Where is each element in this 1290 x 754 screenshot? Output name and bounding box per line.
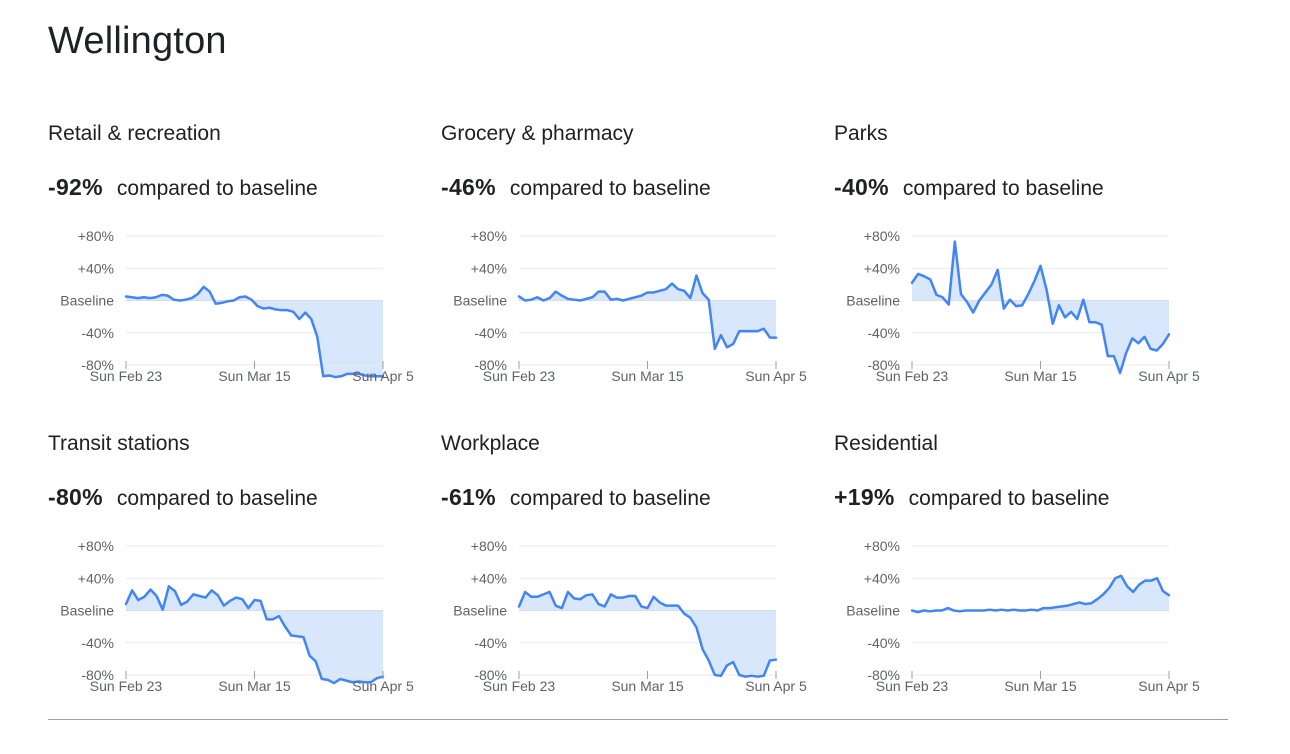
- mobility-chart: +80% +40% Baseline -40% -80%Sun Feb 23 Sun Ma…: [453, 228, 807, 384]
- y-tick-label-80: +80%: [78, 538, 114, 554]
- y-tick-label-40: +40%: [864, 260, 900, 276]
- baseline-deviation-area: [519, 591, 776, 677]
- y-tick-label-baseline: Baseline: [846, 293, 900, 309]
- y-tick-label-40: -40%: [81, 635, 114, 651]
- y-tick-label-40: -40%: [474, 325, 507, 341]
- y-tick-label-80: +80%: [864, 538, 900, 554]
- baseline-deviation-area: [912, 241, 1169, 374]
- x-tick-label-sun-mar-15: Sun Mar 15: [611, 368, 684, 384]
- y-tick-label-80: +80%: [78, 228, 114, 244]
- x-tick-label-sun-mar-15: Sun Mar 15: [218, 678, 291, 694]
- x-tick-label-sun-feb-23: Sun Feb 23: [876, 368, 949, 384]
- y-tick-label-80: +80%: [471, 228, 507, 244]
- series-line: [910, 240, 1171, 375]
- chart-panel-grocery-pharmacy: Grocery & pharmacy -46% compared to basel…: [441, 120, 821, 400]
- x-tick-label-sun-feb-23: Sun Feb 23: [483, 368, 556, 384]
- chart-summary: -80% compared to baseline: [48, 482, 318, 514]
- chart-title: Parks: [834, 122, 888, 145]
- y-tick-label-baseline: Baseline: [60, 293, 114, 309]
- mobility-chart: +80% +40% Baseline -40% -80%Sun Feb 23 Sun Ma…: [60, 538, 414, 694]
- y-tick-label-40: -40%: [81, 325, 114, 341]
- baseline-deviation-area: [519, 275, 776, 349]
- chart-title: Transit stations: [48, 432, 190, 455]
- y-tick-label-80: -80%: [867, 667, 900, 683]
- x-tick-label-sun-apr-5: Sun Apr 5: [352, 678, 414, 694]
- mobility-chart: +80% +40% Baseline -40% -80%Sun Feb 23 Sun Ma…: [453, 538, 807, 694]
- chart-summary: -46% compared to baseline: [441, 172, 711, 204]
- summary-percent: +19%: [834, 484, 895, 510]
- chart-panel-parks: Parks -40% compared to baseline +80% +40% B…: [834, 120, 1214, 400]
- x-tick-label-sun-apr-5: Sun Apr 5: [1138, 678, 1200, 694]
- series-line: [517, 274, 778, 351]
- y-tick-label-baseline: Baseline: [453, 293, 507, 309]
- summary-percent: -92%: [48, 174, 103, 200]
- summary-text: compared to baseline: [902, 177, 1104, 200]
- summary-text: compared to baseline: [509, 177, 711, 200]
- series-line: [124, 585, 385, 685]
- x-tick-label-sun-mar-15: Sun Mar 15: [218, 368, 291, 384]
- x-tick-label-sun-feb-23: Sun Feb 23: [90, 678, 163, 694]
- x-tick-label-sun-feb-23: Sun Feb 23: [876, 678, 949, 694]
- summary-percent: -61%: [441, 484, 496, 510]
- summary-percent: -46%: [441, 174, 496, 200]
- baseline-deviation-area: [126, 286, 383, 378]
- y-tick-label-baseline: Baseline: [60, 603, 114, 619]
- y-tick-label-40: +40%: [78, 570, 114, 586]
- y-tick-label-80: +80%: [864, 228, 900, 244]
- chart-title: Residential: [834, 432, 938, 455]
- baseline-deviation-area: [912, 575, 1169, 613]
- page-title: Wellington: [48, 20, 227, 62]
- y-tick-label-80: -80%: [867, 357, 900, 373]
- y-tick-label-40: +40%: [864, 570, 900, 586]
- y-tick-label-40: +40%: [78, 260, 114, 276]
- series-line: [517, 590, 778, 678]
- x-tick-label-sun-apr-5: Sun Apr 5: [745, 368, 807, 384]
- y-tick-label-40: +40%: [471, 570, 507, 586]
- x-tick-label-sun-mar-15: Sun Mar 15: [1004, 368, 1077, 384]
- summary-percent: -80%: [48, 484, 103, 510]
- x-tick-label-sun-apr-5: Sun Apr 5: [745, 678, 807, 694]
- x-tick-label-sun-feb-23: Sun Feb 23: [483, 678, 556, 694]
- y-tick-label-40: -40%: [867, 325, 900, 341]
- mobility-chart: +80% +40% Baseline -40% -80%Sun Feb 23 Sun Ma…: [846, 228, 1200, 384]
- y-tick-label-40: +40%: [471, 260, 507, 276]
- summary-text: compared to baseline: [509, 487, 711, 510]
- mobility-chart: +80% +40% Baseline -40% -80%Sun Feb 23 Sun Ma…: [846, 538, 1200, 694]
- summary-text: compared to baseline: [908, 487, 1110, 510]
- series-line: [910, 574, 1171, 614]
- mobility-chart: +80% +40% Baseline -40% -80%Sun Feb 23 Sun Ma…: [60, 228, 414, 384]
- chart-panel-retail-recreation: Retail & recreation -92% compared to base…: [48, 120, 428, 400]
- chart-title: Workplace: [441, 432, 540, 455]
- chart-summary: +19% compared to baseline: [834, 482, 1109, 514]
- footer-divider: [48, 719, 1228, 720]
- y-tick-label-40: -40%: [867, 635, 900, 651]
- y-tick-label-80: -80%: [474, 357, 507, 373]
- summary-text: compared to baseline: [116, 177, 318, 200]
- chart-panel-workplace: Workplace -61% compared to baseline +80% +…: [441, 430, 821, 710]
- y-tick-label-80: -80%: [474, 667, 507, 683]
- chart-title: Grocery & pharmacy: [441, 122, 634, 145]
- y-tick-label-baseline: Baseline: [846, 603, 900, 619]
- chart-panel-residential: Residential +19% compared to baseline +80…: [834, 430, 1214, 710]
- x-tick-label-sun-apr-5: Sun Apr 5: [352, 368, 414, 384]
- chart-panel-transit-stations: Transit stations -80% compared to baselin…: [48, 430, 428, 710]
- chart-summary: -61% compared to baseline: [441, 482, 711, 514]
- y-tick-label-baseline: Baseline: [453, 603, 507, 619]
- x-tick-label-sun-mar-15: Sun Mar 15: [611, 678, 684, 694]
- y-tick-label-80: -80%: [81, 357, 114, 373]
- x-tick-label-sun-apr-5: Sun Apr 5: [1138, 368, 1200, 384]
- x-tick-label-sun-feb-23: Sun Feb 23: [90, 368, 163, 384]
- y-tick-label-80: +80%: [471, 538, 507, 554]
- series-line: [124, 285, 385, 379]
- chart-summary: -40% compared to baseline: [834, 172, 1104, 204]
- y-tick-label-80: -80%: [81, 667, 114, 683]
- summary-text: compared to baseline: [116, 487, 318, 510]
- chart-title: Retail & recreation: [48, 122, 221, 145]
- summary-percent: -40%: [834, 174, 889, 200]
- chart-summary: -92% compared to baseline: [48, 172, 318, 204]
- y-tick-label-40: -40%: [474, 635, 507, 651]
- x-tick-label-sun-mar-15: Sun Mar 15: [1004, 678, 1077, 694]
